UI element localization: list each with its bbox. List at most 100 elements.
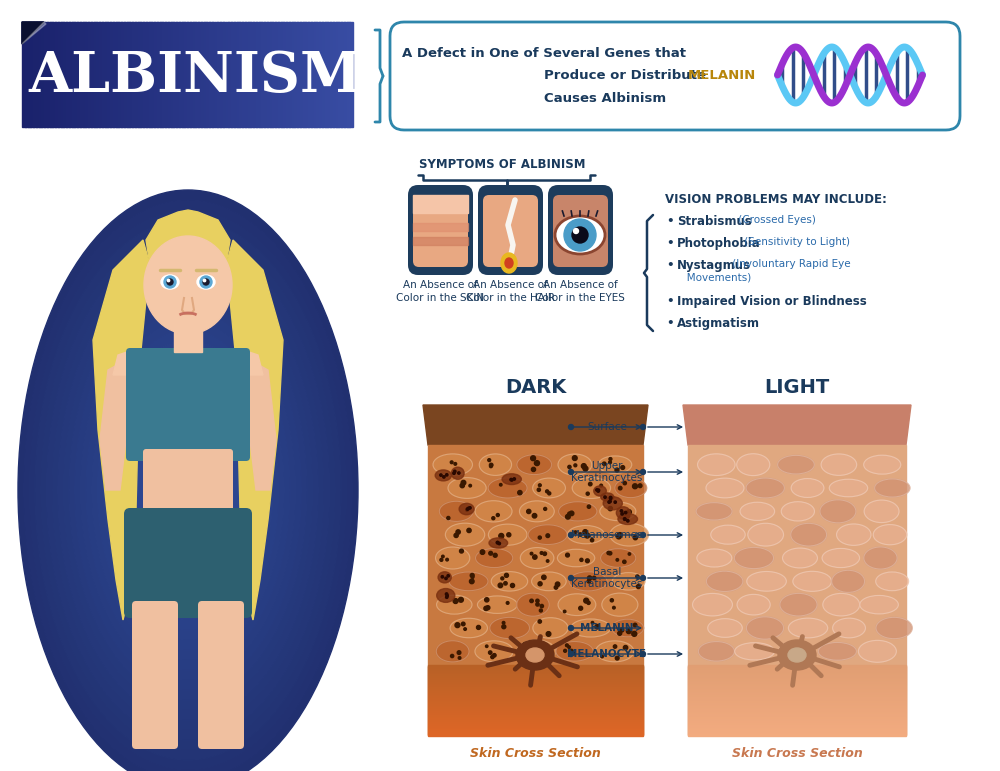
Bar [129,22,133,127]
Bar [428,729,643,730]
Polygon shape [22,22,44,44]
Circle shape [640,533,646,537]
Circle shape [580,558,583,561]
Text: LIGHT: LIGHT [764,378,830,397]
Bar [428,703,643,705]
Circle shape [167,279,173,285]
Bar [688,692,906,693]
Circle shape [620,628,624,632]
Circle shape [200,276,212,288]
Bar [428,699,643,701]
Ellipse shape [532,572,566,591]
Bar [193,22,196,127]
Circle shape [618,631,622,635]
Bar [428,718,643,719]
Circle shape [623,645,628,650]
Bar [99,22,103,127]
Bar [688,683,906,685]
Circle shape [537,488,540,491]
Text: Skin Cross Section: Skin Cross Section [470,747,601,760]
Ellipse shape [706,571,743,591]
Bar [428,688,643,689]
Ellipse shape [520,547,554,568]
Ellipse shape [864,500,899,523]
Bar [116,22,119,127]
Ellipse shape [528,525,567,544]
Circle shape [620,510,623,512]
Circle shape [538,620,541,623]
Bar [338,22,342,127]
Text: A Defect in One of Several Genes that: A Defect in One of Several Genes that [402,47,686,60]
Circle shape [564,649,567,652]
Ellipse shape [788,618,828,638]
Circle shape [609,461,611,463]
Bar [688,715,906,716]
Ellipse shape [450,618,487,638]
Bar [428,692,643,693]
Bar [270,22,273,127]
Circle shape [466,508,469,510]
Bar [688,723,906,725]
Circle shape [469,507,471,509]
Bar [428,702,643,703]
Bar [214,22,218,127]
Bar [428,704,643,705]
Text: •: • [667,295,679,308]
Ellipse shape [475,641,513,662]
Bar [195,22,199,127]
Circle shape [591,621,594,624]
Circle shape [498,542,500,545]
Bar [688,700,906,702]
Ellipse shape [557,549,595,567]
Circle shape [603,462,606,466]
Ellipse shape [490,618,530,638]
Bar [69,22,72,127]
Bar [688,708,906,709]
Circle shape [592,576,596,580]
Bar [688,685,906,686]
Circle shape [534,462,537,464]
Ellipse shape [459,503,474,515]
Circle shape [587,505,591,508]
Circle shape [164,276,176,288]
Bar [428,689,643,691]
Bar [413,223,468,231]
Ellipse shape [737,594,770,615]
Circle shape [568,425,574,429]
Ellipse shape [832,571,865,592]
Circle shape [446,596,448,598]
Ellipse shape [517,593,549,616]
Ellipse shape [114,360,262,620]
Circle shape [568,533,574,537]
Circle shape [618,533,622,537]
Text: An Absence of
Color in the SKIN: An Absence of Color in the SKIN [396,280,484,303]
Circle shape [579,533,582,536]
Ellipse shape [864,547,897,569]
Bar [428,695,643,696]
Circle shape [489,551,493,555]
Text: Movements): Movements) [677,272,751,282]
Bar [135,22,138,127]
Bar [234,22,238,127]
Bar [280,22,284,127]
Ellipse shape [517,455,552,475]
Circle shape [621,466,625,470]
Bar [38,22,42,127]
Text: DARK: DARK [505,378,566,397]
Text: Photophobia: Photophobia [677,237,761,250]
Bar [688,682,906,684]
Bar [148,22,152,127]
Bar [428,668,643,669]
Ellipse shape [533,478,565,498]
Text: Skin Cross Section: Skin Cross Section [732,747,862,760]
Bar [256,22,260,127]
Bar [151,22,155,127]
Circle shape [538,536,541,539]
Ellipse shape [75,290,301,690]
Circle shape [446,473,448,476]
Circle shape [496,513,499,517]
Ellipse shape [171,460,205,520]
Circle shape [623,511,627,515]
Bar [428,685,643,686]
Circle shape [613,645,617,648]
